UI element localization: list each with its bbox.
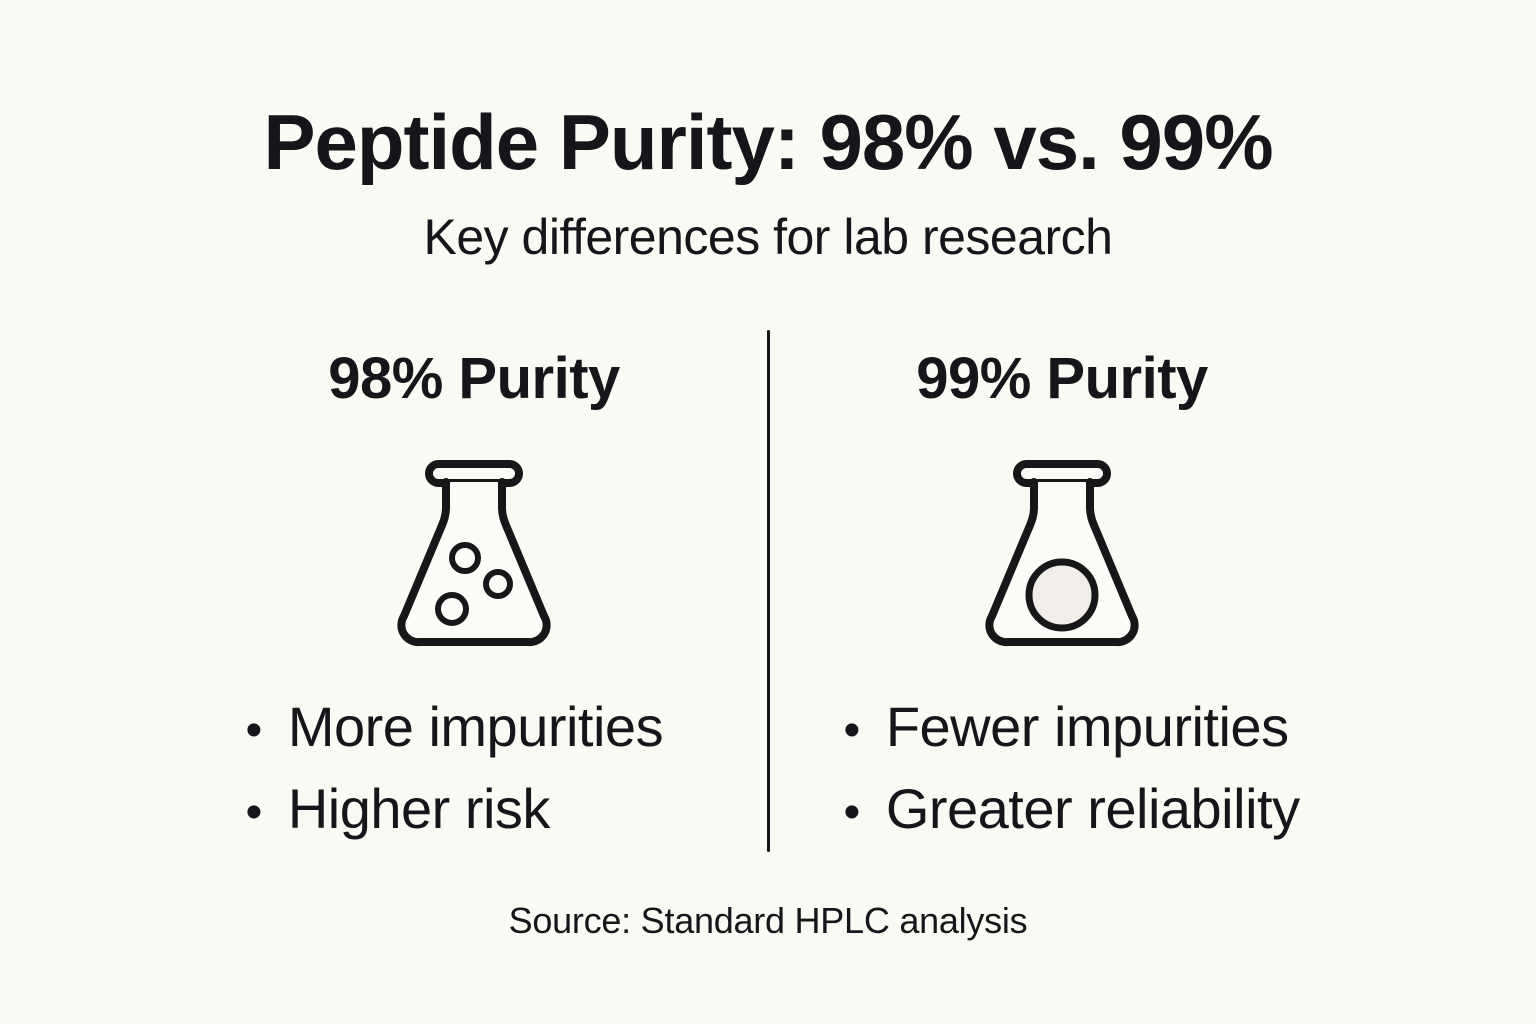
bullet-dot: • xyxy=(245,786,263,839)
bullet-list-98: • More impurities • Higher risk xyxy=(182,688,767,852)
page-title: Peptide Purity: 98% vs. 99% xyxy=(263,98,1273,186)
page-subtitle: Key differences for lab research xyxy=(423,209,1113,265)
list-item: • Higher risk xyxy=(246,770,767,852)
list-item: • Greater reliability xyxy=(844,770,1355,852)
flask-with-impurities-icon xyxy=(397,460,551,647)
column-98-purity: 98% Purity • More impurities • Higher xyxy=(182,330,767,852)
bullet-list-99: • Fewer impurities • Greater reliability xyxy=(770,688,1355,852)
list-item: • More impurities xyxy=(246,688,767,770)
comparison-section: 98% Purity • More impurities • Higher xyxy=(182,330,1355,852)
column-heading: 99% Purity xyxy=(916,346,1208,411)
bullet-dot: • xyxy=(245,704,263,757)
bullet-text: Higher risk xyxy=(287,777,551,840)
column-divider xyxy=(766,330,770,852)
bullet-dot: • xyxy=(843,786,861,839)
column-heading: 98% Purity xyxy=(328,346,620,411)
list-item: • Fewer impurities xyxy=(844,688,1355,770)
bullet-dot: • xyxy=(843,704,861,757)
bullet-text: More impurities xyxy=(287,695,664,758)
column-99-purity: 99% Purity • Fewer impurities • Greater … xyxy=(770,330,1355,852)
bullet-text: Greater reliability xyxy=(885,777,1300,840)
source-text: Source: Standard HPLC analysis xyxy=(508,900,1028,941)
bullet-text: Fewer impurities xyxy=(885,695,1289,758)
flask-pure-sample-icon xyxy=(985,460,1139,647)
